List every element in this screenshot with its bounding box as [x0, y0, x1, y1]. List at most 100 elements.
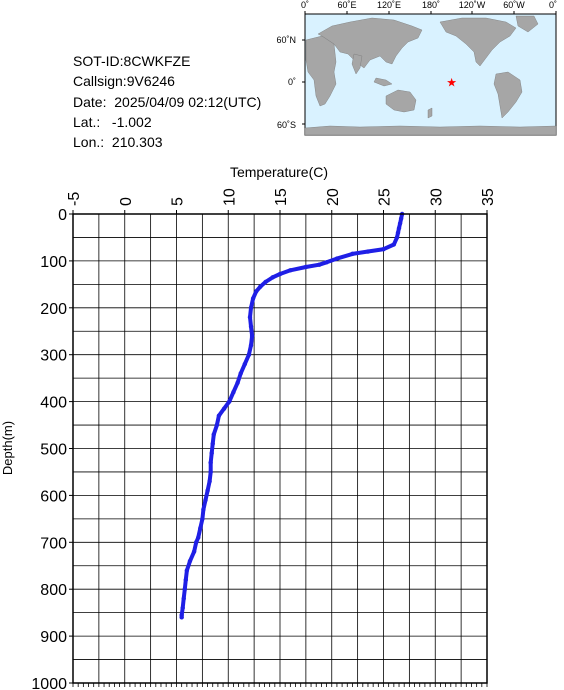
- x-tick-labels: -5 0 5 10 15 20 25 30 35: [66, 188, 497, 214]
- profile-point: [211, 432, 216, 437]
- map-lon-label: 0˚: [549, 0, 557, 10]
- map-lat-label: 60˚S: [277, 120, 296, 130]
- x-tick-label: 20: [325, 188, 342, 206]
- profile-point: [250, 296, 256, 301]
- profile-point: [183, 577, 189, 583]
- y-tick-label: 800: [40, 582, 67, 599]
- profile-point: [181, 596, 186, 601]
- x-tick-label: -5: [66, 192, 83, 206]
- profile-point: [210, 441, 215, 447]
- profile-point: [324, 260, 329, 265]
- profile-point: [395, 230, 401, 235]
- profile-point: [247, 314, 253, 320]
- x-tick-label: 25: [377, 188, 394, 206]
- x-tick-label: 35: [480, 188, 497, 206]
- profile-point: [187, 558, 193, 564]
- x-axis-title: Temperature(C): [230, 164, 328, 180]
- profile-point: [334, 256, 340, 261]
- map-land-africa: [305, 35, 337, 107]
- map-lon-label: 120˚E: [377, 0, 401, 10]
- x-tick-label: 30: [428, 188, 445, 206]
- map-lon-label: 120˚W: [459, 0, 486, 10]
- profile-point: [242, 361, 248, 367]
- profile-point: [317, 262, 322, 267]
- profile-point: [208, 460, 213, 465]
- callsign-text: Callsign:9V6246: [73, 73, 175, 89]
- profile-point: [263, 279, 268, 285]
- profile-line: [179, 212, 405, 620]
- profile-point: [182, 587, 187, 592]
- date-text: Date: 2025/04/09 02:12(UTC): [73, 94, 262, 110]
- profile-point: [391, 242, 397, 247]
- profile-point: [248, 324, 254, 329]
- y-tick-label: 400: [40, 395, 67, 412]
- profile-point: [235, 380, 240, 386]
- y-tick-label: 300: [40, 348, 67, 365]
- map-land: [304, 15, 557, 136]
- profile-point: [200, 516, 205, 522]
- profile-point: [205, 488, 210, 493]
- y-tick-label: 500: [40, 442, 67, 459]
- map-lon-label: 0˚: [301, 0, 309, 10]
- profile-point: [179, 612, 184, 618]
- profile-point: [258, 284, 263, 289]
- profile-point: [231, 390, 236, 395]
- map-land-antarctica: [304, 125, 557, 136]
- y-axis-title: Depth(m): [0, 421, 15, 475]
- map-lat-ticks: [302, 39, 305, 125]
- y-tick-label: 900: [40, 629, 67, 646]
- map-lon-ticks: [304, 11, 557, 14]
- profile-point: [191, 549, 197, 554]
- map-land-australia: [385, 89, 417, 113]
- profile-point: [277, 271, 283, 277]
- longitude-text: Lon.: 210.303: [73, 134, 163, 150]
- map-land-indonesia: [373, 77, 393, 87]
- profile-point: [209, 450, 214, 456]
- map-lon-labels: 0˚ 60˚E 120˚E 180˚ 120˚W 60˚W 0˚: [301, 0, 557, 10]
- sot-id-text: SOT-ID:8CWKFZE: [73, 53, 191, 69]
- profile-point: [207, 479, 212, 484]
- map-lon-label: 180˚: [422, 0, 440, 10]
- profile-point: [396, 225, 402, 231]
- plot-frame: [72, 213, 488, 684]
- profile-point: [216, 413, 222, 418]
- profile-point: [198, 526, 203, 531]
- map-lat-label: 0˚: [288, 77, 296, 87]
- profile-point: [246, 352, 252, 357]
- temperature-profile-series: [179, 211, 405, 620]
- x-tick-label: 5: [170, 197, 187, 206]
- y-tick-label: 700: [40, 535, 67, 552]
- y-tick-label: 100: [40, 254, 67, 271]
- profile-point: [238, 371, 243, 376]
- map-land-india: [351, 53, 363, 75]
- profile-point: [214, 422, 220, 428]
- map-land-north-america: [439, 17, 517, 67]
- x-tick-label: 0: [118, 197, 135, 206]
- y-tick-label: 0: [58, 207, 67, 224]
- profile-point: [221, 406, 227, 411]
- profile-point: [398, 216, 404, 221]
- profile-point: [193, 540, 199, 545]
- y-tick-label: 600: [40, 488, 67, 505]
- profile-point: [180, 605, 185, 611]
- profile-point: [397, 221, 403, 226]
- profile-point: [270, 275, 275, 280]
- latitude-text: Lat.: -1.002: [73, 114, 152, 130]
- profile-point: [381, 246, 386, 252]
- profile-point: [248, 343, 254, 348]
- profile-point: [303, 264, 309, 270]
- map-land-south-america: [493, 71, 523, 119]
- x-tick-label: 10: [221, 188, 238, 206]
- x-tick-label: 15: [273, 188, 290, 206]
- location-map: 0˚ 60˚E 120˚E 180˚ 120˚W 60˚W 0˚ 60˚N 0˚…: [276, 0, 557, 136]
- profile-point: [350, 251, 355, 257]
- map-lat-labels: 60˚N 0˚ 60˚S: [276, 35, 296, 130]
- profile-point: [227, 399, 232, 404]
- profile-point: [179, 615, 184, 620]
- profile-point: [184, 568, 190, 573]
- map-lat-label: 60˚N: [276, 35, 296, 45]
- profile-point: [201, 507, 206, 512]
- profile-point: [253, 289, 259, 294]
- map-land-new-zealand: [427, 107, 433, 119]
- profile-point: [203, 497, 208, 503]
